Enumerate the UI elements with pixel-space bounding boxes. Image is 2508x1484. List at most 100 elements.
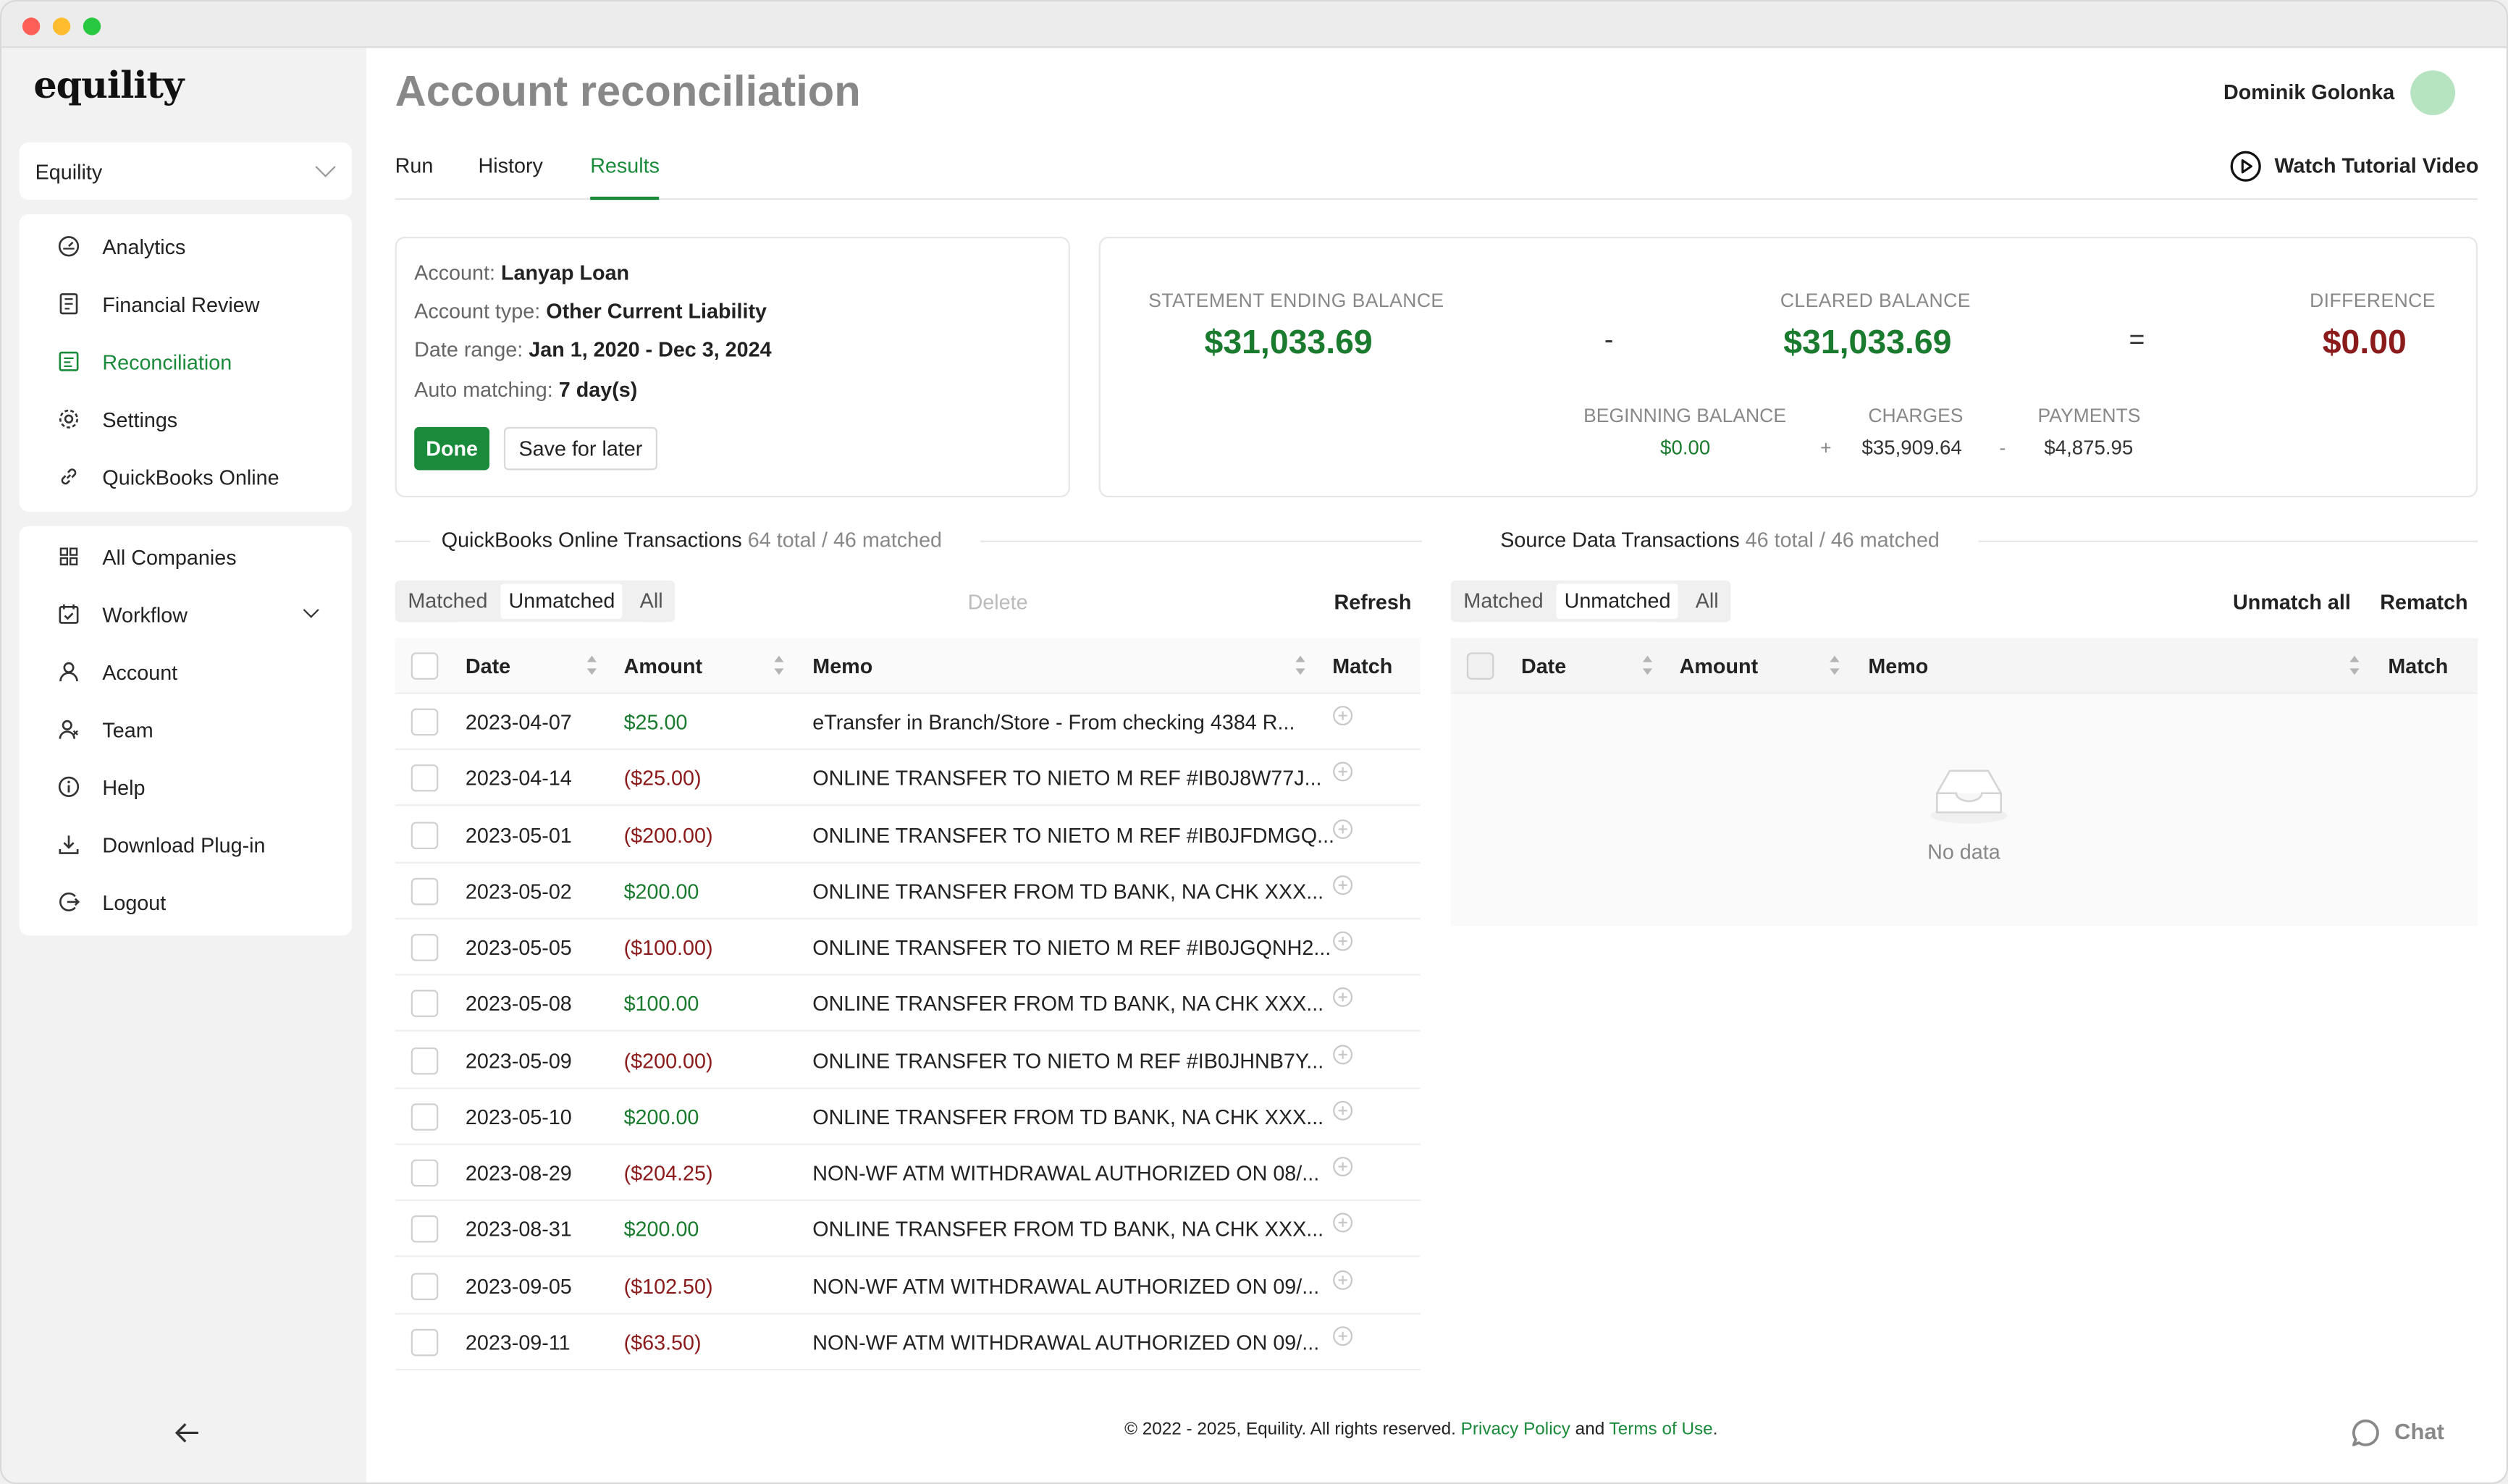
table-row[interactable]: 2023-05-05 ($100.00) ONLINE TRANSFER TO NI… [395, 919, 1421, 976]
add-match-icon[interactable] [1332, 1100, 1353, 1121]
collapse-sidebar-arrow-icon[interactable] [171, 1418, 203, 1447]
company-select[interactable]: Equility [19, 142, 353, 201]
row-date: 2023-05-01 [465, 822, 572, 847]
column-date[interactable]: Date [1520, 654, 1567, 678]
source-filter-unmatched[interactable]: Unmatched [1556, 583, 1679, 619]
nav-reconciliation[interactable]: Reconciliation [20, 337, 353, 385]
row-date: 2023-05-09 [465, 1048, 572, 1073]
column-memo[interactable]: Memo [812, 654, 873, 678]
table-row[interactable]: 2023-04-07 $25.00 eTransfer in Branch/Stor… [395, 694, 1421, 751]
select-all-checkbox[interactable] [411, 652, 439, 680]
watch-tutorial-button[interactable]: Watch Tutorial Video [2230, 148, 2478, 184]
refresh-button[interactable]: Refresh [1334, 590, 1412, 615]
nav-quickbooks-online[interactable]: QuickBooks Online [20, 452, 353, 500]
nav-team[interactable]: Team [20, 705, 353, 753]
row-date: 2023-08-29 [465, 1160, 572, 1185]
add-match-icon[interactable] [1332, 1325, 1353, 1346]
table-row[interactable]: 2023-09-05 ($102.50) NON-WF ATM WITHDRAWAL… [395, 1257, 1421, 1314]
nav-label: Settings [102, 408, 178, 432]
close-window-dot[interactable] [22, 17, 41, 35]
row-checkbox[interactable] [411, 934, 439, 961]
row-checkbox[interactable] [411, 990, 439, 1018]
row-checkbox[interactable] [411, 764, 439, 793]
page-title: Account reconciliation [395, 67, 861, 116]
reconcile-icon [59, 351, 79, 371]
add-match-icon[interactable] [1332, 1213, 1353, 1234]
table-row[interactable]: 2023-05-09 ($200.00) ONLINE TRANSFER TO NI… [395, 1032, 1421, 1089]
rematch-button[interactable]: Rematch [2380, 590, 2468, 615]
add-match-icon[interactable] [1332, 987, 1353, 1008]
minimize-window-dot[interactable] [52, 17, 71, 35]
delete-button[interactable]: Delete [967, 590, 1028, 615]
row-checkbox[interactable] [411, 1328, 439, 1356]
nav-all-companies[interactable]: All Companies [20, 533, 353, 581]
avatar[interactable] [2410, 70, 2456, 116]
column-date[interactable]: Date [465, 654, 511, 678]
qbo-filter-all[interactable]: All [639, 588, 663, 613]
sort-icon[interactable] [1830, 655, 1840, 675]
table-row[interactable]: 2023-05-01 ($200.00) ONLINE TRANSFER TO NI… [395, 806, 1421, 863]
sort-icon[interactable] [586, 655, 598, 675]
qbo-filter-matched[interactable]: Matched [408, 588, 488, 613]
add-match-icon[interactable] [1332, 762, 1353, 783]
row-checkbox[interactable] [411, 1046, 439, 1074]
column-memo[interactable]: Memo [1868, 654, 1929, 678]
tab-results[interactable]: Results [590, 153, 660, 178]
add-match-icon[interactable] [1332, 705, 1353, 726]
nav-settings[interactable]: Settings [20, 395, 353, 443]
nav-analytics[interactable]: Analytics [20, 222, 353, 270]
column-amount[interactable]: Amount [623, 654, 703, 678]
select-all-checkbox[interactable] [1466, 652, 1494, 680]
tab-run[interactable]: Run [395, 153, 434, 178]
maximize-window-dot[interactable] [83, 17, 101, 35]
row-checkbox[interactable] [411, 1103, 439, 1131]
sort-icon[interactable] [1642, 655, 1654, 675]
add-match-icon[interactable] [1332, 1156, 1353, 1177]
add-match-icon[interactable] [1332, 874, 1353, 895]
row-checkbox[interactable] [411, 1215, 439, 1244]
unmatch-all-button[interactable]: Unmatch all [2233, 590, 2351, 615]
source-filter-all[interactable]: All [1695, 588, 1719, 613]
nav-help[interactable]: Help [20, 763, 353, 811]
row-checkbox[interactable] [411, 1272, 439, 1299]
add-match-icon[interactable] [1332, 1269, 1353, 1290]
nav-label: Reconciliation [102, 350, 232, 374]
tab-history[interactable]: History [478, 153, 543, 178]
add-match-icon[interactable] [1332, 818, 1353, 839]
row-checkbox[interactable] [411, 821, 439, 848]
privacy-policy-link[interactable]: Privacy Policy [1460, 1420, 1570, 1440]
table-row[interactable]: 2023-08-29 ($204.25) NON-WF ATM WITHDRAWAL… [395, 1145, 1421, 1202]
row-memo: ONLINE TRANSFER FROM TD BANK, NA CHK XXX… [812, 1217, 1324, 1241]
table-row[interactable]: 2023-05-02 $200.00 ONLINE TRANSFER FROM TD… [395, 863, 1421, 919]
sort-icon[interactable] [1295, 655, 1306, 675]
qbo-filter-unmatched[interactable]: Unmatched [500, 583, 623, 619]
table-row[interactable]: 2023-04-14 ($25.00) ONLINE TRANSFER TO NIE… [395, 751, 1421, 806]
chevron-down-icon[interactable] [303, 602, 319, 618]
row-checkbox[interactable] [411, 877, 439, 905]
table-row[interactable]: 2023-05-08 $100.00 ONLINE TRANSFER FROM TD… [395, 976, 1421, 1032]
nav-financial-review[interactable]: Financial Review [20, 280, 353, 328]
date-range-label: Date range: [414, 337, 523, 362]
save-for-later-button[interactable]: Save for later [503, 426, 657, 471]
sort-icon[interactable] [774, 655, 785, 675]
table-row[interactable]: 2023-05-10 $200.00 ONLINE TRANSFER FROM TD… [395, 1089, 1421, 1145]
add-match-icon[interactable] [1332, 931, 1353, 952]
add-match-icon[interactable] [1332, 1043, 1353, 1064]
row-checkbox[interactable] [411, 1159, 439, 1187]
row-checkbox[interactable] [411, 708, 439, 736]
done-button[interactable]: Done [414, 426, 490, 471]
terms-of-use-link[interactable]: Terms of Use [1609, 1420, 1713, 1440]
source-filter-matched[interactable]: Matched [1463, 588, 1544, 613]
table-row[interactable]: 2023-08-31 $200.00 ONLINE TRANSFER FROM TD… [395, 1202, 1421, 1257]
column-match: Match [2388, 654, 2449, 678]
sort-icon[interactable] [2349, 655, 2360, 675]
nav-logout[interactable]: Logout [20, 878, 353, 926]
column-amount[interactable]: Amount [1679, 654, 1759, 678]
nav-download-plugin[interactable]: Download Plug-in [20, 820, 353, 868]
nav-account[interactable]: Account [20, 648, 353, 696]
nav-workflow[interactable]: Workflow [20, 590, 353, 638]
row-memo: NON-WF ATM WITHDRAWAL AUTHORIZED ON 09/.… [812, 1273, 1320, 1298]
table-row[interactable]: 2023-09-11 ($63.50) NON-WF ATM WITHDRAWAL … [395, 1314, 1421, 1370]
auto-matching-value: 7 day(s) [558, 377, 638, 402]
